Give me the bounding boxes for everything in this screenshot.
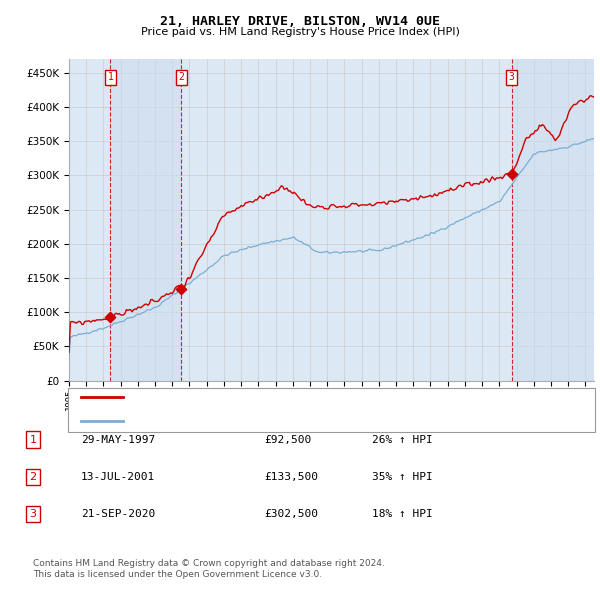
Text: 21-SEP-2020: 21-SEP-2020 — [81, 509, 155, 519]
Bar — [512, 59, 594, 381]
Text: Contains HM Land Registry data © Crown copyright and database right 2024.: Contains HM Land Registry data © Crown c… — [33, 559, 385, 568]
Text: HPI: Average price, detached house, Wolverhampton: HPI: Average price, detached house, Wolv… — [132, 416, 421, 425]
Text: 1: 1 — [29, 435, 37, 444]
Text: 2: 2 — [178, 73, 184, 83]
Point — [507, 169, 517, 178]
Text: 21, HARLEY DRIVE, BILSTON, WV14 0UE: 21, HARLEY DRIVE, BILSTON, WV14 0UE — [160, 15, 440, 28]
Text: 29-MAY-1997: 29-MAY-1997 — [81, 435, 155, 444]
Text: £92,500: £92,500 — [264, 435, 311, 444]
Text: This data is licensed under the Open Government Licence v3.0.: This data is licensed under the Open Gov… — [33, 571, 322, 579]
Text: 2: 2 — [29, 472, 37, 481]
Text: Price paid vs. HM Land Registry's House Price Index (HPI): Price paid vs. HM Land Registry's House … — [140, 27, 460, 37]
Text: 18% ↑ HPI: 18% ↑ HPI — [372, 509, 433, 519]
Text: 3: 3 — [29, 509, 37, 519]
Text: 35% ↑ HPI: 35% ↑ HPI — [372, 472, 433, 481]
Text: £302,500: £302,500 — [264, 509, 318, 519]
Bar — [110, 59, 181, 381]
Text: 3: 3 — [509, 73, 515, 83]
Text: £133,500: £133,500 — [264, 472, 318, 481]
Text: 26% ↑ HPI: 26% ↑ HPI — [372, 435, 433, 444]
Text: 13-JUL-2001: 13-JUL-2001 — [81, 472, 155, 481]
Text: 1: 1 — [107, 73, 113, 83]
Point — [106, 313, 115, 322]
Text: 21, HARLEY DRIVE, BILSTON, WV14 0UE (detached house): 21, HARLEY DRIVE, BILSTON, WV14 0UE (det… — [132, 392, 451, 402]
Point — [176, 284, 186, 294]
